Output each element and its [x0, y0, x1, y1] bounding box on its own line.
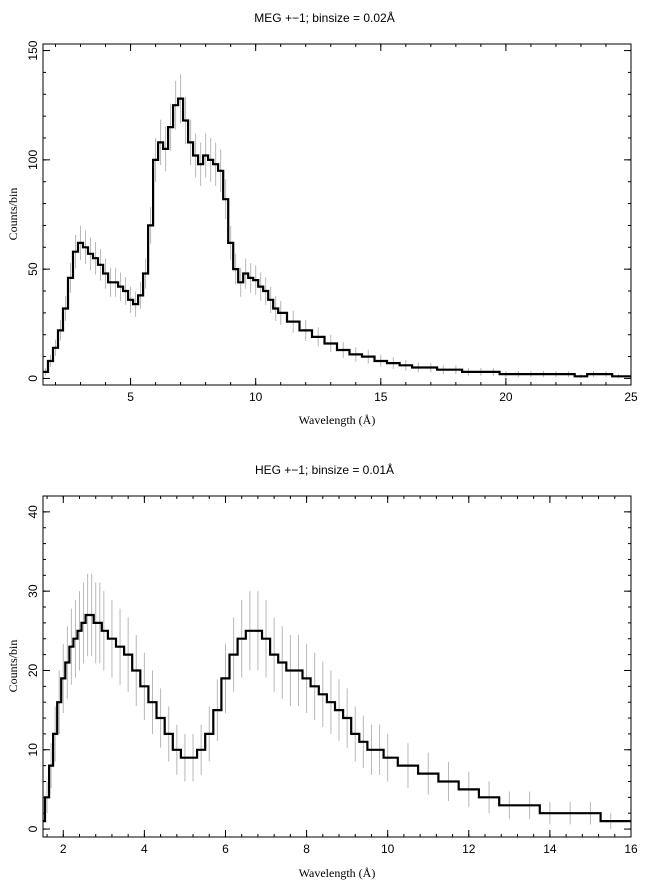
- x-tick-label: 16: [624, 842, 638, 856]
- y-tick-label: 50: [26, 262, 40, 276]
- spectrum-line: [43, 97, 631, 378]
- y-tick-label: 40: [26, 505, 40, 519]
- y-tick-label: 10: [26, 743, 40, 757]
- x-tick-label: 20: [499, 390, 513, 404]
- x-tick-label: 15: [374, 390, 388, 404]
- x-tick-label: 8: [303, 842, 310, 856]
- x-tick-label: 5: [127, 390, 134, 404]
- tick-layer: 5 10 15 20 25 0 50 100 150: [26, 40, 638, 404]
- chart-title: HEG +−1; binsize = 0.01Å: [255, 462, 394, 477]
- chart-title: MEG +−1; binsize = 0.02Å: [254, 10, 394, 25]
- y-tick-label: 0: [26, 825, 40, 832]
- heg-spectrum-panel: HEG +−1; binsize = 0.01Å 2 4 6 8 10 12 14 16 0 10…: [6, 462, 638, 880]
- y-tick-label: 100: [26, 150, 40, 170]
- y-tick-label: 0: [26, 375, 40, 382]
- x-tick-label: 14: [543, 842, 557, 856]
- x-tick-label: 25: [624, 390, 638, 404]
- y-tick-label: 150: [26, 40, 40, 60]
- spectrum-line: [43, 613, 631, 823]
- x-axis-label: Wavelength (Å): [299, 866, 376, 880]
- x-tick-label: 6: [222, 842, 229, 856]
- data-layer: [42, 573, 632, 830]
- error-bars: [45, 73, 632, 379]
- plot-frame: [42, 495, 632, 838]
- x-tick-label: 10: [381, 842, 395, 856]
- x-tick-label: 12: [462, 842, 476, 856]
- x-tick-label: 4: [141, 842, 148, 856]
- y-axis-label: Counts/bin: [6, 188, 20, 241]
- tick-layer: 2 4 6 8 10 12 14 16 0 10 20 30 40: [26, 495, 638, 856]
- meg-spectrum-panel: MEG +−1; binsize = 0.02Å 5 10 15 20 25 0 50 100…: [6, 10, 638, 427]
- y-axis-label: Counts/bin: [6, 640, 20, 693]
- y-tick-label: 20: [26, 663, 40, 677]
- plot-frame: [42, 43, 632, 386]
- x-tick-label: 10: [249, 390, 263, 404]
- x-axis-label: Wavelength (Å): [299, 413, 376, 427]
- y-tick-label: 30: [26, 584, 40, 598]
- data-layer: [43, 73, 632, 379]
- x-tick-label: 2: [60, 842, 67, 856]
- error-bars: [42, 573, 632, 830]
